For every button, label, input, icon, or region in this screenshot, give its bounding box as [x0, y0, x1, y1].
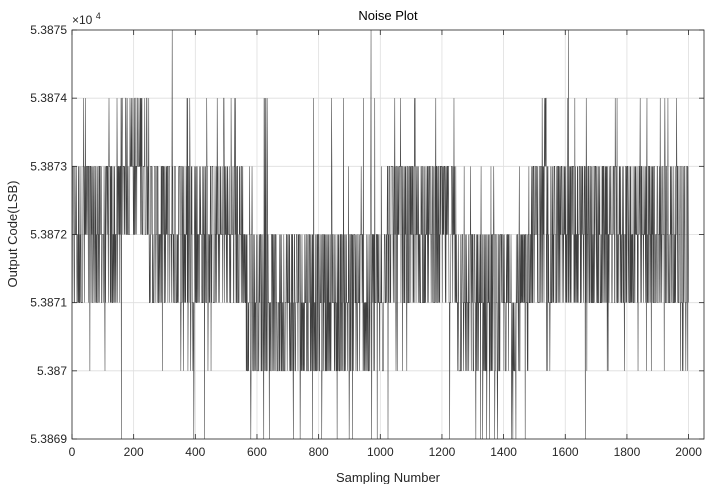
x-tick-label: 1200: [429, 445, 456, 459]
x-tick-label: 600: [247, 445, 267, 459]
y-tick-label: 5.3874: [30, 91, 67, 105]
x-axis-title: Sampling Number: [336, 470, 441, 484]
x-tick-label: 1800: [614, 445, 641, 459]
x-tick-label: 800: [309, 445, 329, 459]
y-tick-label: 5.3872: [30, 228, 67, 242]
x-tick-label: 200: [124, 445, 144, 459]
y-axis-multiplier-base: ×10: [72, 13, 93, 27]
x-tick-label: 1000: [367, 445, 394, 459]
x-tick-label: 1600: [552, 445, 579, 459]
y-tick-label: 5.3875: [30, 23, 67, 37]
y-tick-label: 5.3871: [30, 296, 67, 310]
y-axis-multiplier-exponent: 4: [96, 11, 101, 21]
y-tick-label: 5.3873: [30, 159, 67, 173]
x-tick-label: 2000: [675, 445, 702, 459]
noise-series-line: [72, 29, 689, 440]
x-ticks: 0 200 400 600 800 1000 1200 1400 1600 1800 2000: [69, 30, 702, 459]
x-tick-label: 0: [69, 445, 76, 459]
y-axis-title: Output Code(LSB): [5, 181, 20, 288]
y-tick-label: 5.387: [37, 364, 67, 378]
y-ticks: 5.3869 5.387 5.3871 5.3872 5.3873 5.3874 5.387…: [30, 23, 704, 446]
chart-title: Noise Plot: [358, 8, 418, 23]
x-tick-label: 1400: [490, 445, 517, 459]
y-tick-label: 5.3869: [30, 432, 67, 446]
y-axis-multiplier: ×10 4: [72, 11, 101, 27]
x-tick-label: 400: [185, 445, 205, 459]
data-layer: [72, 29, 689, 440]
